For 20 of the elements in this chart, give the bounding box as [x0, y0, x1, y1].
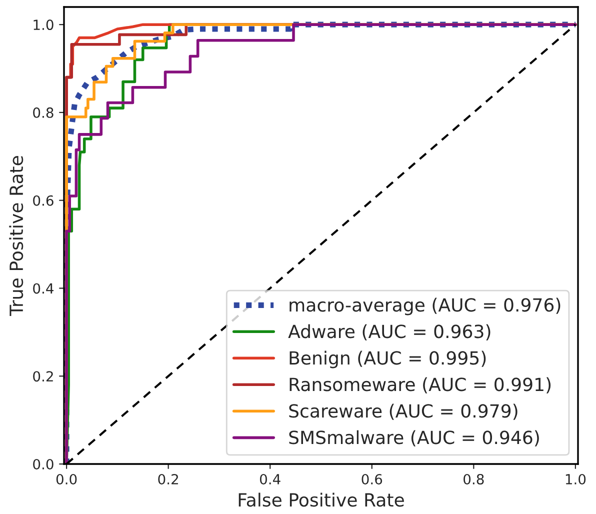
legend-label: Ransomeware (AUC = 0.991) [290, 377, 551, 394]
y-tick-label: 0.8 [33, 107, 54, 118]
x-tick-label: 0.0 [56, 474, 77, 484]
y-tick-label: 0.4 [33, 283, 54, 294]
x-tick-label: 0.4 [260, 474, 280, 484]
x-tick-label: 1.0 [566, 474, 586, 484]
legend-label: Benign (AUC = 0.995) [290, 350, 486, 368]
y-tick-label: 1.0 [34, 20, 54, 30]
x-axis-title: False Positive Rate [238, 492, 404, 507]
legend-label: macro-average (AUC = 0.976) [290, 298, 560, 316]
x-tick-label: 0.6 [362, 474, 382, 484]
x-tick-label: 0.8 [464, 474, 484, 484]
x-tick-label: 0.2 [158, 474, 178, 484]
y-tick-label: 0.0 [33, 458, 54, 470]
y-tick-label: 0.6 [33, 195, 54, 206]
legend-label: Adware (AUC = 0.963) [288, 324, 490, 340]
legend-label: Scareware (AUC = 0.979) [289, 404, 518, 420]
y-axis-title: True Positive Rate [9, 156, 24, 316]
legend-label: SMSmalware (AUC = 0.946) [289, 430, 539, 446]
y-tick-label: 0.2 [33, 371, 53, 382]
